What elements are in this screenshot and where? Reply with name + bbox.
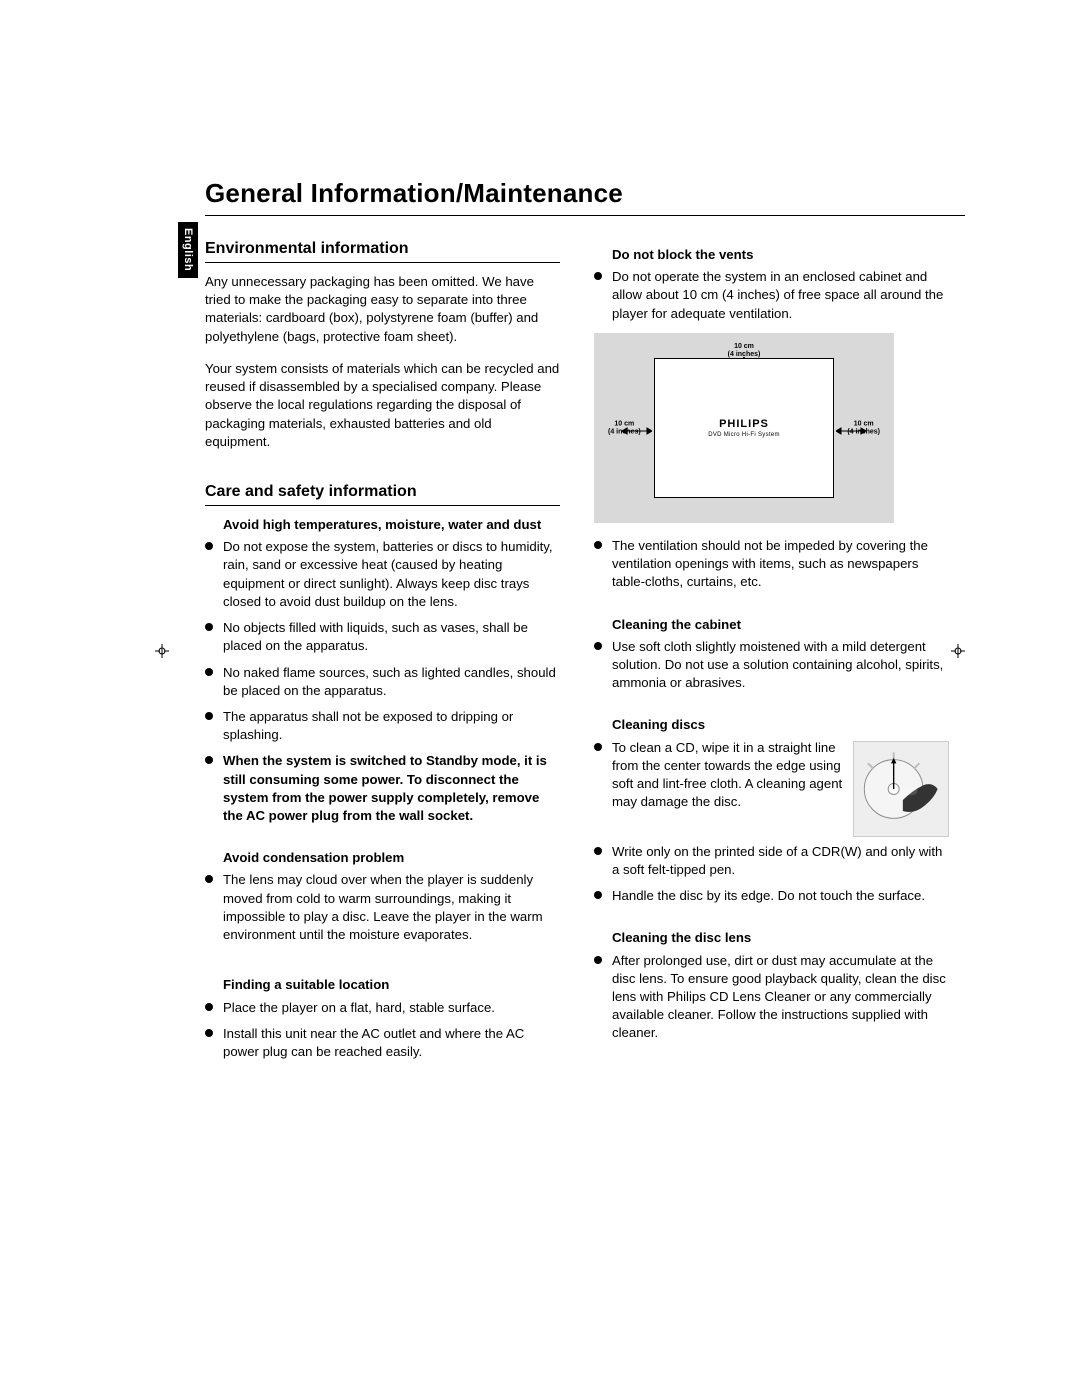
bullet-item: Install this unit near the AC outlet and… (205, 1025, 560, 1061)
bullet-item: No naked flame sources, such as lighted … (205, 664, 560, 700)
section-rule (205, 262, 560, 263)
bullet-item: Do not operate the system in an enclosed… (594, 268, 949, 323)
env-para-1: Any unnecessary packaging has been omitt… (205, 273, 560, 346)
subhead-discs: Cleaning discs (594, 716, 949, 734)
bullet-item: Write only on the printed side of a CDR(… (594, 843, 949, 879)
section-care: Care and safety information (205, 483, 560, 501)
bullet-item: Use soft cloth slightly moistened with a… (594, 638, 949, 693)
ventilation-device-box: PHILIPS DVD Micro Hi-Fi System (654, 358, 834, 498)
subhead-location: Finding a suitable location (205, 976, 560, 994)
crop-mark-left (155, 644, 169, 658)
env-para-2: Your system consists of materials which … (205, 360, 560, 451)
subhead-vents: Do not block the vents (594, 246, 949, 264)
right-column: Do not block the vents Do not operate th… (594, 240, 949, 1069)
left-column: Environmental information Any unnecessar… (205, 240, 560, 1069)
language-tab: English (178, 222, 198, 278)
bullet-item: The ventilation should not be impeded by… (594, 537, 949, 592)
subhead-condensation: Avoid condensation problem (205, 849, 560, 867)
section-rule (205, 505, 560, 506)
bullet-item: No objects filled with liquids, such as … (205, 619, 560, 655)
bullet-item: To clean a CD, wipe it in a straight lin… (594, 739, 949, 812)
bullet-item: Handle the disc by its edge. Do not touc… (594, 887, 949, 905)
subhead-lens: Cleaning the disc lens (594, 929, 949, 947)
bullet-bold-standby: When the system is switched to Standby m… (223, 753, 547, 823)
arrow-icon (836, 423, 866, 433)
page-title: General Information/Maintenance (205, 178, 965, 209)
bullet-item: When the system is switched to Standby m… (205, 752, 560, 825)
page-content: General Information/Maintenance Environm… (205, 178, 965, 1069)
bullet-item: After prolonged use, dirt or dust may ac… (594, 952, 949, 1043)
subhead-cabinet: Cleaning the cabinet (594, 616, 949, 634)
title-rule (205, 215, 965, 216)
bullet-item: Do not expose the system, batteries or d… (205, 538, 560, 611)
model-label: DVD Micro Hi-Fi System (708, 432, 780, 438)
bullet-item: Place the player on a flat, hard, stable… (205, 999, 560, 1017)
brand-label: PHILIPS (719, 418, 769, 430)
ventilation-diagram: 10 cm(4 inches) 10 cm(4 inches) 10 cm(4 … (594, 333, 894, 523)
bullet-item: The lens may cloud over when the player … (205, 871, 560, 944)
bullet-item: The apparatus shall not be exposed to dr… (205, 708, 560, 744)
subhead-avoid-heat: Avoid high temperatures, moisture, water… (205, 516, 560, 534)
arrow-icon (622, 423, 652, 433)
section-environmental: Environmental information (205, 240, 560, 258)
